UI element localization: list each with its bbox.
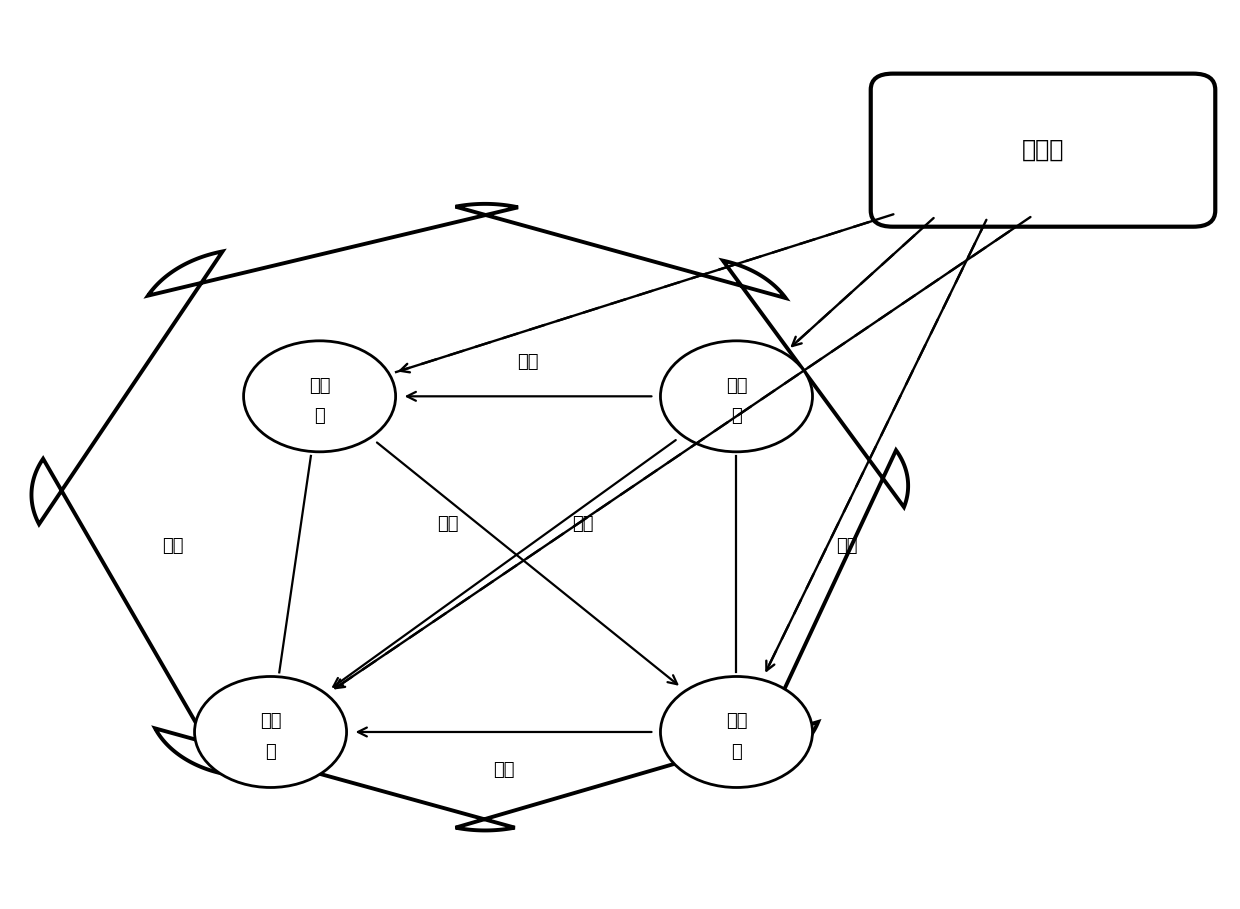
Circle shape bbox=[661, 676, 812, 787]
Text: 隧道: 隧道 bbox=[161, 537, 184, 555]
Text: 隧道: 隧道 bbox=[573, 514, 594, 533]
Text: 隧道: 隧道 bbox=[836, 537, 858, 555]
Circle shape bbox=[661, 341, 812, 452]
Text: 服务: 服务 bbox=[309, 376, 330, 395]
Circle shape bbox=[243, 341, 396, 452]
Text: 服务: 服务 bbox=[725, 713, 748, 730]
FancyBboxPatch shape bbox=[870, 74, 1215, 226]
Text: 服务: 服务 bbox=[725, 376, 748, 395]
Text: 控制器: 控制器 bbox=[1022, 138, 1064, 162]
Text: 隧道: 隧道 bbox=[438, 514, 459, 533]
Circle shape bbox=[195, 676, 346, 787]
Polygon shape bbox=[31, 204, 908, 831]
Text: 服务: 服务 bbox=[260, 713, 281, 730]
Text: 器: 器 bbox=[314, 407, 325, 425]
Text: 器: 器 bbox=[732, 407, 742, 425]
Text: 隧道: 隧道 bbox=[492, 761, 515, 779]
Text: 器: 器 bbox=[265, 743, 277, 761]
Text: 器: 器 bbox=[732, 743, 742, 761]
Text: 隧道: 隧道 bbox=[517, 354, 539, 371]
